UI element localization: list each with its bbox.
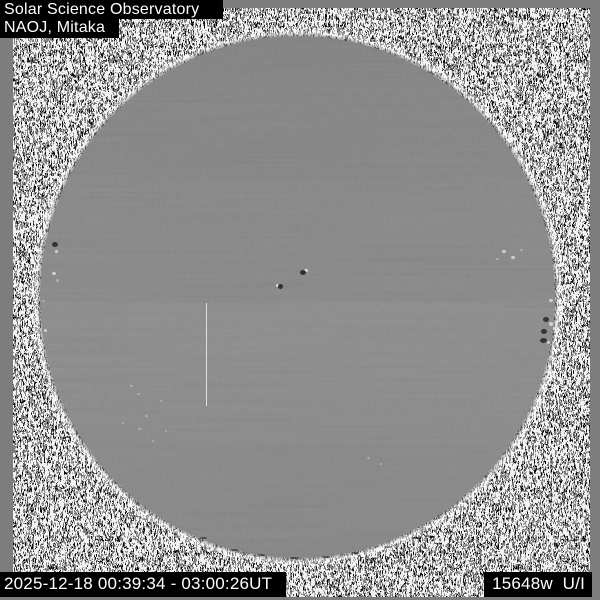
plage-faint-speck <box>137 393 140 395</box>
limb-left-bright-speck <box>52 272 56 275</box>
observation-timestamp: 2025-12-18 00:39:34 - 03:00:26UT <box>0 572 287 597</box>
limb-bottom-dark-dash <box>412 537 419 539</box>
limb-bottom-dark-dash <box>230 549 238 551</box>
observatory-name: Solar Science Observatory <box>0 0 224 19</box>
limb-right-bright-speck <box>549 322 553 326</box>
limb-left-faint-speck <box>42 300 45 302</box>
limb-bright-fringe <box>33 30 562 564</box>
frame-border-bottom <box>0 597 600 600</box>
limb-bottom-dark-dash <box>290 557 299 559</box>
plage-faint-speck <box>165 430 167 432</box>
right-faint-speck <box>520 249 523 251</box>
limb-bottom-dark-dash <box>352 552 359 554</box>
plage-faint-speck <box>130 385 133 387</box>
wavelength-stokes-label: 15648w U/I <box>484 572 592 597</box>
limb-right-bright-speck <box>553 327 556 330</box>
limb-right-dark-spot <box>543 317 549 322</box>
vertical-line-artifact <box>206 303 207 406</box>
limb-right-dark-spot <box>541 329 547 334</box>
disk-texture <box>40 36 555 558</box>
plage-faint-speck <box>367 457 370 459</box>
right-bright-speck <box>502 250 506 253</box>
right-faint-speck <box>496 258 499 260</box>
limb-left-faint-speck <box>56 279 59 282</box>
observatory-caption: Solar Science Observatory NAOJ, Mitaka <box>0 0 224 38</box>
limb-bottom-dark-dash <box>322 556 330 558</box>
observatory-location: NAOJ, Mitaka <box>0 19 120 38</box>
sunspot-center-west <box>278 284 283 289</box>
limb-bottom-dark-dash <box>200 537 207 539</box>
limb-bottom-dark-dash <box>258 554 265 556</box>
frame-border-right <box>590 0 600 600</box>
plage-faint-speck <box>160 400 162 402</box>
plage-faint-speck <box>152 440 154 442</box>
limb-left-bright-speck <box>44 329 47 332</box>
frame-border-top <box>0 0 600 8</box>
limb-right-bright-speck <box>547 341 550 344</box>
sunspot-center-east <box>300 270 306 275</box>
frame-border-left <box>0 0 13 600</box>
plage-faint-speck <box>138 428 141 430</box>
limb-left-dark-spot <box>52 242 58 247</box>
right-bright-speck <box>511 256 515 259</box>
plage-faint-speck <box>122 422 124 424</box>
plage-faint-speck <box>380 463 382 465</box>
limb-right-dark-spot <box>540 338 547 343</box>
limb-bottom-dark-dash <box>384 546 392 548</box>
plage-faint-speck <box>145 415 148 417</box>
limb-right-bright-speck <box>549 299 553 302</box>
limb-left-bright-speck <box>55 250 58 253</box>
